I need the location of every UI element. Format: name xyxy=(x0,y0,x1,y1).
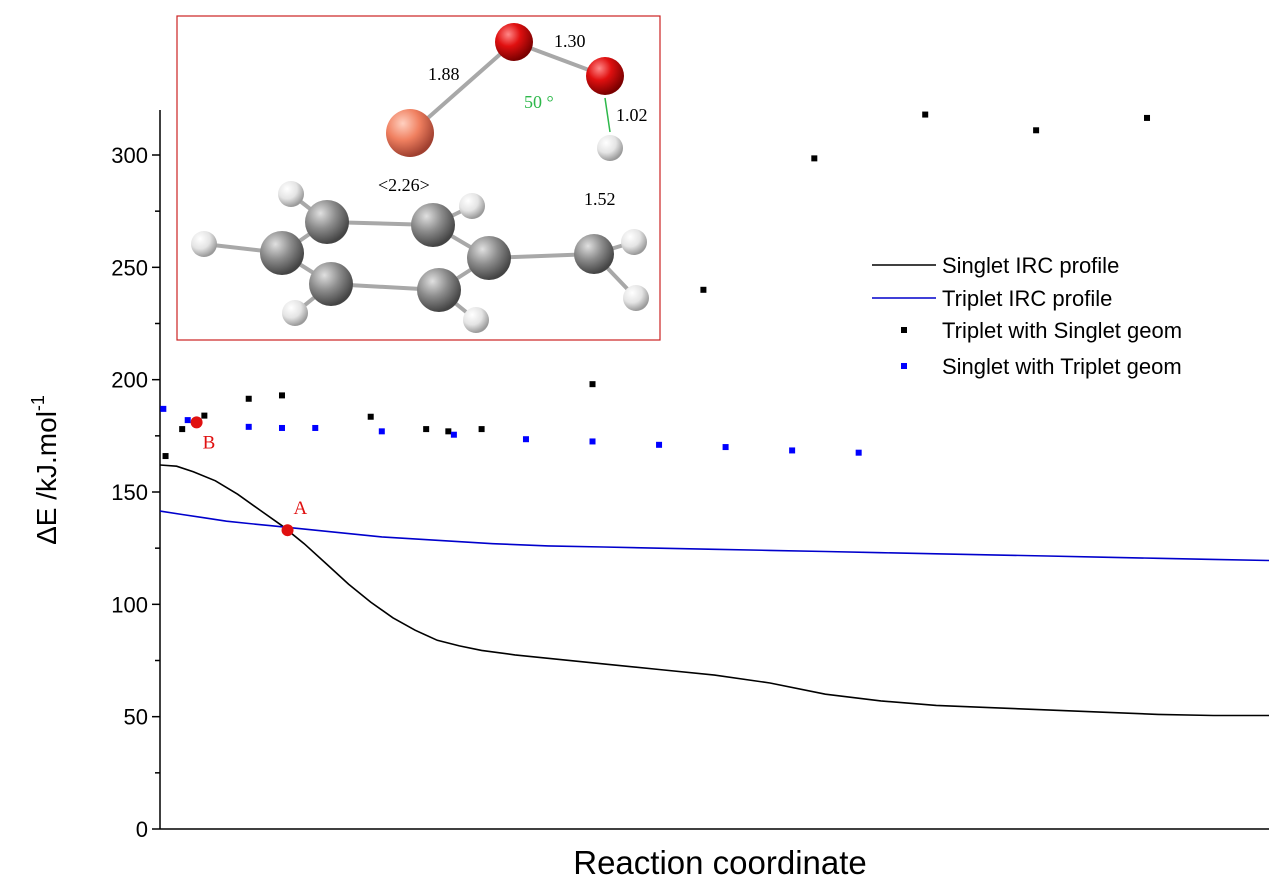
y-tick-label: 300 xyxy=(111,143,148,168)
series-3-point xyxy=(245,423,252,430)
series-3-point xyxy=(160,405,167,412)
oh-bond xyxy=(604,97,611,133)
copper-atom xyxy=(386,109,434,157)
series-3-point xyxy=(312,424,319,431)
series-line-0 xyxy=(159,464,1269,717)
y-tick-label: 250 xyxy=(111,255,148,280)
y-axis-label-sup: -1 xyxy=(28,395,48,411)
legend-marker-singlet-triplet-geom xyxy=(901,363,907,369)
series-3-point xyxy=(450,431,457,438)
legend-label-triplet-singlet-geom: Triplet with Singlet geom xyxy=(942,318,1182,343)
series-line-1 xyxy=(159,510,1269,562)
series-layer xyxy=(159,111,1269,717)
point-A xyxy=(281,524,294,537)
inset-labels: 1.88 1.30 50 ° 1.02 <2.26> 1.52 xyxy=(378,31,648,209)
legend-label-singlet-triplet-geom: Singlet with Triplet geom xyxy=(942,354,1182,379)
oxygen-atom xyxy=(586,57,624,95)
y-tick-label: 150 xyxy=(111,480,148,505)
series-2-point xyxy=(700,286,707,293)
hydrogen-atom xyxy=(623,285,649,311)
series-2-point xyxy=(278,392,285,399)
carbon-atom xyxy=(260,231,304,275)
series-2-point xyxy=(589,381,596,388)
carbon-atom xyxy=(574,234,614,274)
highlight-points: AB xyxy=(190,416,308,537)
oxygen-atom xyxy=(495,23,533,61)
point-label-A: A xyxy=(294,498,308,519)
molecule-inset: 1.88 1.30 50 ° 1.02 <2.26> 1.52 xyxy=(176,15,661,341)
y-tick-label: 100 xyxy=(111,592,148,617)
y-tick-label: 50 xyxy=(124,705,148,730)
series-3-point xyxy=(184,417,191,424)
hydrogen-atom xyxy=(621,229,647,255)
series-3-point xyxy=(378,428,385,435)
inset-label-cu-o: 1.88 xyxy=(428,64,460,84)
inset-label-ring: <2.26> xyxy=(378,175,430,195)
carbon-atom xyxy=(411,203,455,247)
series-3-point xyxy=(589,438,596,445)
legend-label-triplet-irc: Triplet IRC profile xyxy=(942,286,1112,311)
inset-label-c-h: 1.52 xyxy=(584,189,616,209)
point-label-B: B xyxy=(203,432,216,453)
hydrogen-atom xyxy=(597,135,623,161)
y-tick-label: 0 xyxy=(136,817,148,842)
point-B xyxy=(190,416,203,429)
series-2-point xyxy=(445,428,452,435)
series-3-point xyxy=(656,441,663,448)
series-2-point xyxy=(1033,127,1040,134)
hydrogen-atom xyxy=(459,193,485,219)
hydrogen-atom xyxy=(191,231,217,257)
carbon-atom xyxy=(305,200,349,244)
carbon-atom xyxy=(467,236,511,280)
inset-label-o-o: 1.30 xyxy=(554,31,586,51)
hydrogen-atom xyxy=(463,307,489,333)
series-2-point xyxy=(478,426,485,433)
series-3-point xyxy=(855,449,862,456)
legend: Singlet IRC profile Triplet IRC profile … xyxy=(872,253,1182,379)
hydrogen-atom xyxy=(278,181,304,207)
y-axis-label-main: ΔE /kJ.mol xyxy=(31,411,62,545)
y-axis-label: ΔE /kJ.mol-1 xyxy=(28,395,62,545)
series-3-point xyxy=(789,447,796,454)
hydrogen-atom xyxy=(282,300,308,326)
atoms xyxy=(191,23,649,333)
carbon-atom xyxy=(309,262,353,306)
carbon-atom xyxy=(417,268,461,312)
series-2-point xyxy=(811,155,818,162)
inset-label-o-h: 1.02 xyxy=(616,105,648,125)
series-2-point xyxy=(179,426,186,433)
legend-label-singlet-irc: Singlet IRC profile xyxy=(942,253,1119,278)
x-axis-label: Reaction coordinate xyxy=(573,844,867,879)
y-tick-label: 200 xyxy=(111,368,148,393)
series-2-point xyxy=(423,426,430,433)
series-2-point xyxy=(367,413,374,420)
series-2-point xyxy=(162,453,169,460)
inset-label-angle: 50 ° xyxy=(524,92,554,112)
series-2-point xyxy=(1144,114,1151,121)
series-2-point xyxy=(922,111,929,118)
series-2-point xyxy=(245,395,252,402)
series-3-point xyxy=(722,444,729,451)
series-3-point xyxy=(278,424,285,431)
axes xyxy=(159,110,1269,830)
legend-marker-triplet-singlet-geom xyxy=(901,327,907,333)
series-3-point xyxy=(522,436,529,443)
series-2-point xyxy=(201,412,208,419)
y-ticks: 0 50 100 150 200 250 300 xyxy=(111,143,160,842)
